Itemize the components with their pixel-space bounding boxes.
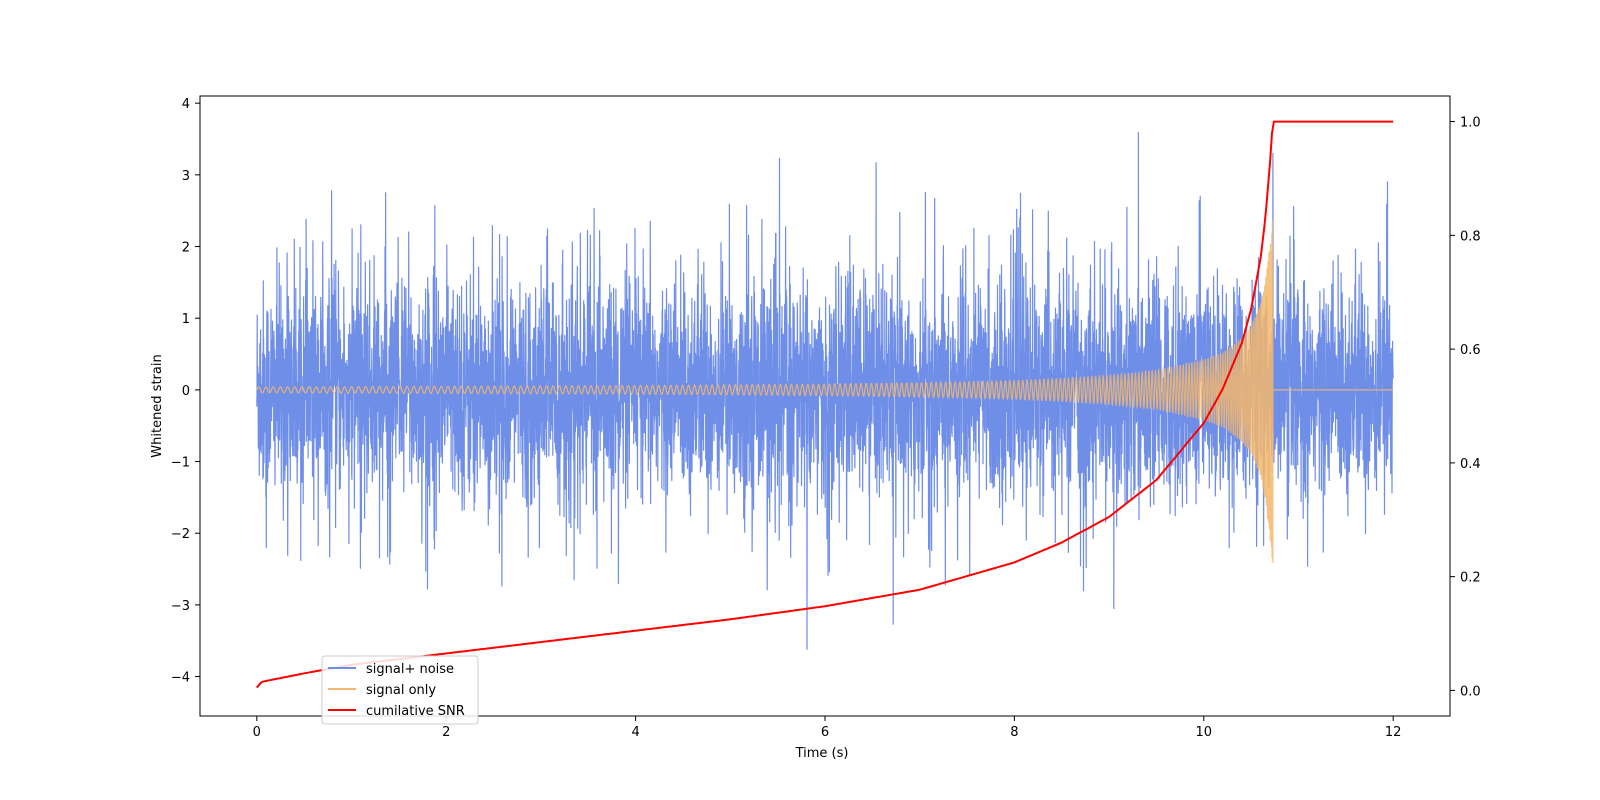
y-tick-label: 2 <box>182 241 190 256</box>
y-axis-left: −4 −3 −2 −1 0 1 2 3 4 <box>171 97 200 686</box>
y-tick-label: −4 <box>171 671 190 686</box>
y2-tick-label: 0.6 <box>1460 343 1481 358</box>
y2-tick-label: 0.4 <box>1460 457 1481 472</box>
y2-tick-label: 0.8 <box>1460 229 1481 244</box>
x-tick-label: 12 <box>1385 725 1402 740</box>
legend-label-cumulative-snr: cumilative SNR <box>366 704 465 719</box>
y-axis-label: Whitened strain <box>150 354 165 457</box>
x-tick-label: 10 <box>1196 725 1213 740</box>
x-tick-label: 2 <box>442 725 450 740</box>
signal-only-line <box>256 219 1394 563</box>
y-tick-label: 0 <box>182 384 190 399</box>
series-cumulative-snr <box>256 120 1394 689</box>
x-tick-label: 8 <box>1010 725 1018 740</box>
legend: signal+ noise signal only cumilative SNR <box>321 655 479 725</box>
y2-tick-label: 1.0 <box>1460 116 1481 131</box>
y-axis-right: 0.0 0.2 0.4 0.6 0.8 1.0 <box>1450 116 1481 699</box>
x-tick-label: 4 <box>631 725 639 740</box>
y2-tick-label: 0.2 <box>1460 571 1481 586</box>
y2-tick-label: 0.0 <box>1460 684 1481 699</box>
y-tick-label: −2 <box>171 527 190 542</box>
legend-box <box>321 655 479 725</box>
y-tick-label: 3 <box>182 169 190 184</box>
y-tick-label: −3 <box>171 599 190 614</box>
cumulative-snr-line <box>256 120 1394 689</box>
y-tick-label: 1 <box>182 312 190 327</box>
x-tick-label: 0 <box>253 725 261 740</box>
legend-label-signal-only: signal only <box>366 683 436 698</box>
y-tick-label: 4 <box>182 97 190 112</box>
x-tick-label: 6 <box>821 725 829 740</box>
series-signal-only <box>256 219 1394 563</box>
y-tick-label: −1 <box>171 456 190 471</box>
x-axis-label: Time (s) <box>795 746 849 761</box>
legend-label-signal-noise: signal+ noise <box>366 662 454 677</box>
x-axis: 0 2 4 6 8 10 12 <box>253 716 1402 740</box>
